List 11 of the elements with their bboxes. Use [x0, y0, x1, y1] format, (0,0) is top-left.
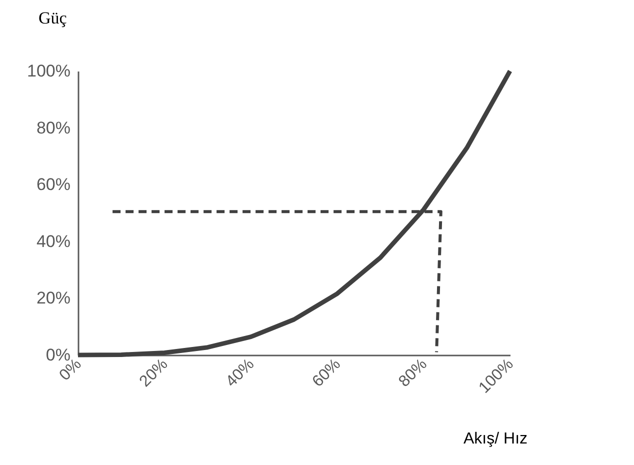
line-series — [76, 68, 512, 358]
y-tick-label: 80% — [36, 118, 70, 138]
x-tick-label: 40% — [222, 356, 258, 391]
y-tick-label: 60% — [36, 175, 70, 194]
x-tick-label: 60% — [309, 356, 344, 391]
x-tick-label: 80% — [396, 356, 430, 391]
y-axis-title: Güç — [38, 8, 68, 28]
y-tick-label: 100% — [27, 62, 70, 80]
y-tick-label: 40% — [36, 232, 70, 251]
x-axis-title: Akış/ Hız — [464, 430, 528, 448]
y-tick-label: 20% — [36, 288, 70, 308]
